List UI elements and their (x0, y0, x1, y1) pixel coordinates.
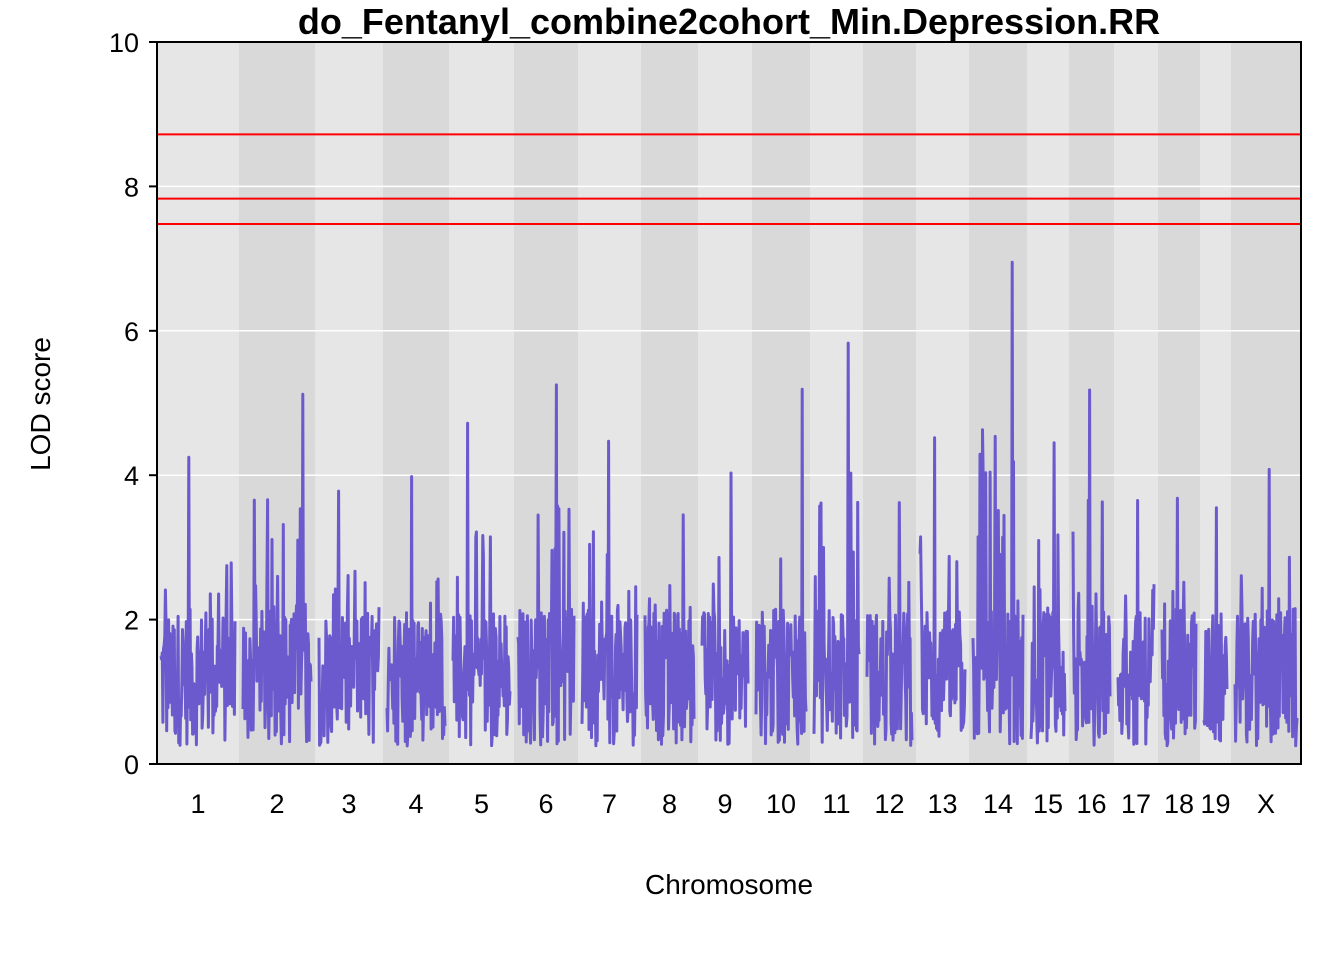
y-tick-label-10: 10 (109, 28, 139, 58)
x-tick-label-chr-15: 15 (1033, 789, 1063, 819)
lod-trace-chr-10 (754, 387, 808, 746)
lod-trace-chr-16 (1071, 388, 1112, 747)
x-tick-label-chr-13: 13 (927, 789, 957, 819)
x-axis: 1 2 3 4 5 6 7 8 9 10 11 12 13 14 15 16 17 18 19 X (190, 789, 1275, 819)
y-axis: 0 2 4 6 8 10 (109, 28, 157, 780)
x-tick-label-chr-19: 19 (1200, 789, 1230, 819)
lod-trace-chr-3 (317, 489, 381, 747)
x-tick-label-chr-4: 4 (408, 789, 423, 819)
lod-trace-chr-8 (643, 513, 696, 746)
lod-trace-chr-2 (241, 392, 313, 746)
y-tick-label-4: 4 (124, 461, 139, 491)
lod-trace-chr-11 (812, 341, 861, 744)
x-tick-label-chr-5: 5 (474, 789, 489, 819)
y-tick-label-0: 0 (124, 750, 139, 780)
x-tick-label-chr-17: 17 (1121, 789, 1151, 819)
y-tick-label-2: 2 (124, 606, 139, 636)
x-tick-label-chr-3: 3 (341, 789, 356, 819)
x-axis-label: Chromosome (645, 869, 813, 900)
y-axis-label: LOD score (25, 337, 56, 471)
x-tick-label-chr-10: 10 (766, 789, 796, 819)
x-tick-label-chr-6: 6 (538, 789, 553, 819)
lod-trace-chr-6 (516, 383, 576, 747)
lod-trace-chr-15 (1029, 441, 1067, 745)
x-tick-label-chr-14: 14 (983, 789, 1013, 819)
lod-series (159, 260, 1299, 748)
lod-trace-chr-9 (700, 471, 750, 746)
x-tick-label-chr-9: 9 (717, 789, 732, 819)
x-tick-label-chr-12: 12 (874, 789, 904, 819)
x-tick-label-chr-7: 7 (602, 789, 617, 819)
lod-trace-chr-14 (971, 260, 1025, 746)
x-tick-label-chr-11: 11 (822, 789, 850, 819)
lod-trace-chr-17 (1116, 499, 1156, 746)
lod-trace-chr-18 (1160, 496, 1198, 748)
y-tick-label-8: 8 (124, 172, 139, 202)
x-tick-label-chr-18: 18 (1164, 789, 1194, 819)
lod-trace-chr-4 (385, 475, 447, 748)
lod-trace-chr-X (1233, 467, 1299, 748)
lod-trace-chr-1 (159, 455, 237, 747)
x-tick-label-chr-2: 2 (269, 789, 284, 819)
chart-title: do_Fentanyl_combine2cohort_Min.Depressio… (298, 1, 1160, 42)
y-tick-label-6: 6 (124, 317, 139, 347)
x-tick-label-chr-X: X (1257, 789, 1275, 819)
lod-trace-chr-7 (580, 439, 639, 748)
lod-trace-chr-19 (1202, 506, 1229, 743)
x-tick-label-chr-1: 1 (190, 789, 205, 819)
threshold-lines (157, 133, 1301, 225)
x-tick-label-chr-16: 16 (1076, 789, 1106, 819)
lod-trace-chr-13 (918, 436, 967, 738)
lod-trace-chr-5 (451, 421, 512, 748)
lod-trace-chr-12 (865, 501, 914, 747)
plot-frame (156, 41, 1302, 765)
x-tick-label-chr-8: 8 (662, 789, 677, 819)
